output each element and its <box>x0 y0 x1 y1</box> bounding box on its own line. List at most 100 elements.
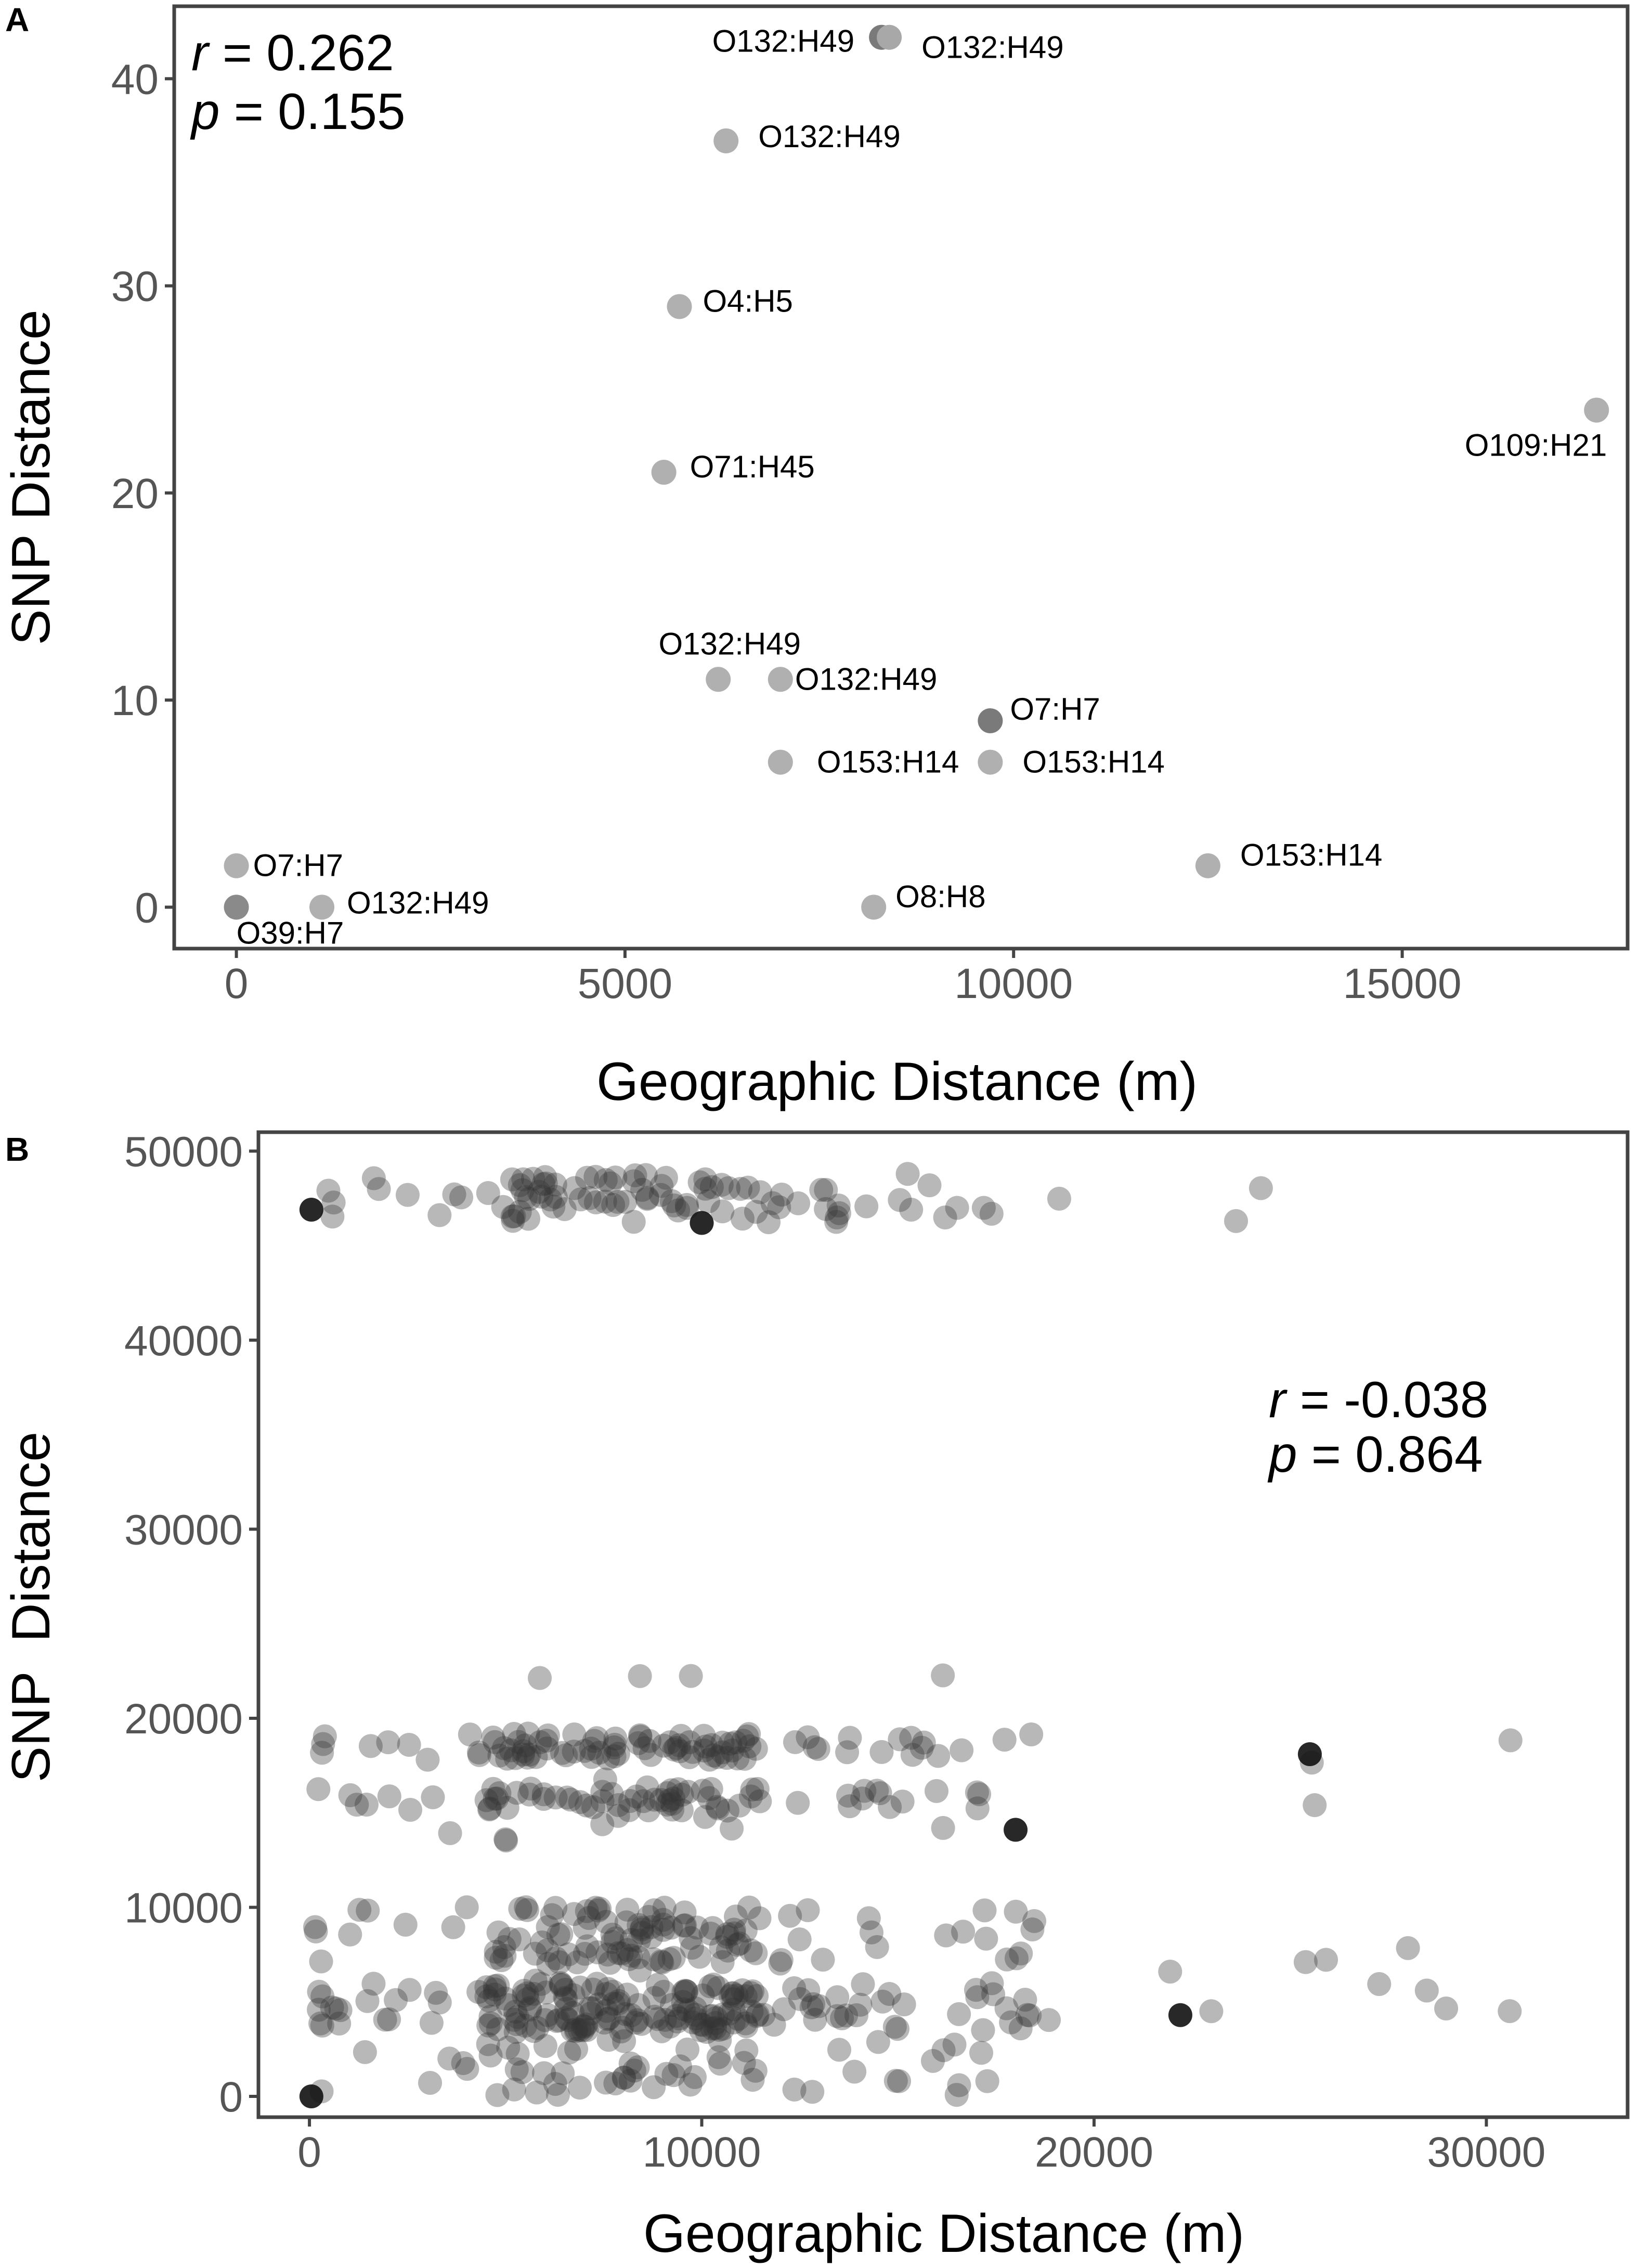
panel-b-point <box>711 2002 735 2027</box>
panel-b-y-axis-title: SNP Distance <box>1 1432 61 1782</box>
panel-b-point <box>1022 1909 1047 1933</box>
panel-b-point <box>703 2016 727 2040</box>
panel-b-point <box>718 1731 743 1756</box>
panel-b-point <box>377 1784 401 1809</box>
panel-b-point <box>584 1726 609 1751</box>
panel-b-point <box>622 2058 646 2083</box>
panel-b-point <box>486 1973 510 1998</box>
panel-b-point <box>744 1941 768 1965</box>
panel-b-point <box>1004 1899 1028 1924</box>
panel-b-point <box>567 2076 592 2100</box>
panel-b-point <box>438 1821 462 1845</box>
panel-b-point <box>868 1781 892 1806</box>
panel-a-point-label: O109:H21 <box>1465 428 1607 463</box>
panel-b-point <box>630 1921 655 1945</box>
panel-b-point <box>836 1783 861 1808</box>
panel-b-point <box>501 1209 525 1233</box>
panel-b-point <box>628 1664 652 1688</box>
panel-b-point <box>506 1730 531 1754</box>
panel-b-point <box>393 1912 418 1937</box>
panel-b-point <box>514 1895 538 1920</box>
panel-b-point <box>912 1730 936 1755</box>
panel-b-point <box>549 1922 574 1947</box>
panel-b-point <box>511 1167 536 1191</box>
panel-b-point <box>642 1986 667 2010</box>
panel-b-point <box>844 2003 868 2027</box>
panel-b-point <box>724 1984 749 2008</box>
panel-b-point <box>454 1895 479 1920</box>
panel-b-point <box>994 1996 1019 2020</box>
panel-b-x-axis-title: Geographic Distance (m) <box>643 2204 1244 2264</box>
panel-a-x-tick-label: 15000 <box>1343 960 1462 1007</box>
panel-b-point <box>835 1740 860 1765</box>
panel-b-point <box>707 2017 732 2042</box>
panel-b-point <box>688 2018 713 2042</box>
panel-b-point <box>521 1167 545 1191</box>
panel-b-point <box>740 1777 764 1802</box>
panel-a-point <box>768 749 793 775</box>
panel-b-point <box>799 1995 824 2019</box>
panel-b-point <box>528 1730 552 1754</box>
panel-b-point <box>680 1936 704 1960</box>
panel-b-point <box>299 2084 323 2109</box>
panel-b-point <box>967 1782 992 1807</box>
panel-b-point <box>485 1786 509 1811</box>
panel-b-point <box>545 2083 570 2107</box>
panel-b-point <box>725 1933 749 1957</box>
panel-b-point <box>497 1927 522 1951</box>
panel-b-point <box>609 2019 633 2044</box>
panel-b-point <box>458 1722 482 1747</box>
panel-b-point <box>692 1738 716 1762</box>
panel-b-point <box>724 1904 748 1929</box>
panel-b-point <box>536 2003 560 2027</box>
panel-b-point <box>661 2063 686 2088</box>
panel-b-point <box>361 1166 386 1190</box>
panel-b-point <box>787 1927 812 1952</box>
panel-b-point <box>740 2068 765 2092</box>
panel-b-point <box>606 1793 631 1817</box>
panel-b-point <box>595 2007 620 2031</box>
panel-b-point <box>668 1739 692 1764</box>
panel-b-point <box>477 1797 501 1822</box>
panel-b-point <box>649 1788 673 1812</box>
panel-b-point <box>623 1163 647 1187</box>
panel-b-point <box>655 1793 680 1817</box>
panel-b-point <box>708 2028 732 2053</box>
panel-b-point <box>316 1178 341 1203</box>
panel-b-point <box>534 1729 558 1753</box>
panel-b-point <box>500 1167 524 1191</box>
panel-b-point <box>373 2007 397 2032</box>
panel-b-point <box>697 1747 722 1772</box>
panel-b-point <box>1013 1988 1037 2012</box>
panel-b-y-tick-label: 20000 <box>124 1695 243 1743</box>
panel-b-point <box>630 1917 654 1942</box>
panel-b-point <box>1019 1722 1044 1746</box>
panel-b-point <box>633 1163 658 1187</box>
panel-b-point <box>691 1779 715 1803</box>
panel-b-point <box>701 1743 726 1768</box>
panel-b-point <box>518 1777 543 1801</box>
panel-b-point <box>550 1741 575 1765</box>
panel-b-point <box>710 1730 735 1755</box>
panel-b-point <box>481 1725 505 1749</box>
panel-b-point <box>803 2007 827 2032</box>
panel-b-point <box>621 1210 646 1234</box>
panel-b-point <box>476 2013 501 2038</box>
panel-b-point <box>354 1792 379 1817</box>
panel-b-point <box>560 2018 584 2043</box>
panel-b-point <box>590 1812 615 1836</box>
panel-b-point <box>655 1781 680 1805</box>
panel-b-point <box>491 1195 515 1219</box>
panel-b-point <box>476 1181 500 1205</box>
panel-b-point <box>630 1915 654 1940</box>
panel-b-point <box>782 2077 807 2102</box>
panel-b-point <box>483 1977 508 2002</box>
panel-b-point <box>516 1721 540 1746</box>
panel-b-point <box>848 1992 873 2017</box>
panel-b-y-tick-label: 30000 <box>124 1506 243 1553</box>
panel-a-point-label: O132:H49 <box>795 662 938 696</box>
panel-b-point <box>721 2010 746 2034</box>
panel-b-point <box>603 1732 627 1757</box>
panel-b-point <box>854 1194 879 1219</box>
panel-b-point <box>496 1993 520 2017</box>
